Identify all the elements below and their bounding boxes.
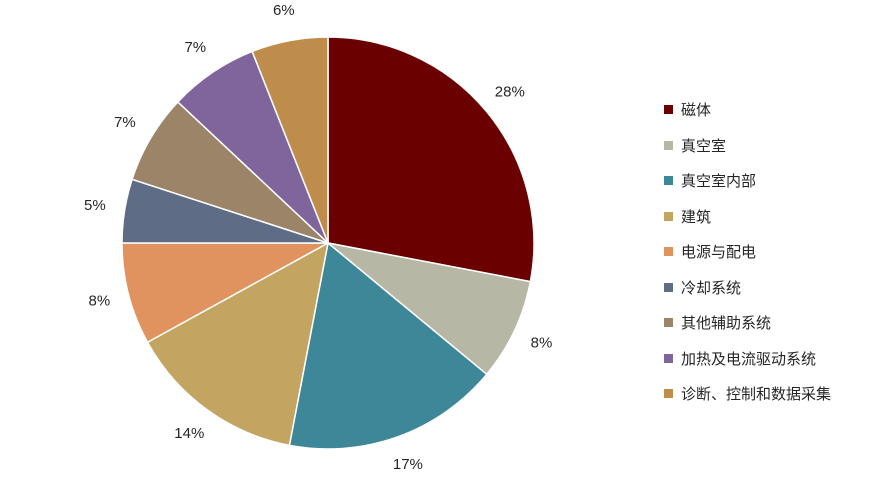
pie-slice-0 [327, 36, 535, 283]
legend-swatch [664, 247, 673, 257]
slice-value-label-4: 8% [89, 293, 111, 310]
legend-label: 加热及电流驱动系统 [681, 349, 817, 368]
pie-slice-3 [146, 241, 330, 447]
pie-slice-4 [121, 242, 329, 344]
legend-item-2: 真空室内部 [664, 163, 884, 199]
legend-item-7: 加热及电流驱动系统 [664, 341, 884, 377]
pie-slice-1 [327, 242, 532, 376]
legend-label: 电源与配电 [681, 243, 757, 262]
slice-value-label-2: 17% [393, 456, 423, 473]
legend-swatch [664, 282, 673, 292]
legend-label: 磁体 [681, 101, 712, 120]
legend-item-5: 冷却系统 [664, 270, 884, 306]
legend-swatch [664, 318, 673, 328]
legend-item-8: 诊断、控制和数据采集 [664, 376, 884, 412]
chart-legend: 磁体真空室真空室内部建筑电源与配电冷却系统其他辅助系统加热及电流驱动系统 诊断、控… [664, 92, 884, 412]
slice-value-label-1: 8% [531, 334, 553, 351]
slice-value-label-7: 7% [184, 39, 206, 56]
legend-item-0: 磁体 [664, 92, 884, 128]
legend-item-1: 真空室 [664, 128, 884, 164]
slice-value-label-5: 5% [84, 197, 106, 214]
legend-item-3: 建筑 [664, 199, 884, 235]
legend-swatch [664, 389, 673, 399]
legend-item-6: 其他辅助系统 [664, 305, 884, 341]
legend-label: 冷却系统 [681, 278, 742, 297]
legend-label: 其他辅助系统 [681, 314, 772, 333]
legend-swatch [664, 211, 673, 221]
legend-item-4: 电源与配电 [664, 234, 884, 270]
slice-value-label-0: 28% [495, 84, 525, 101]
legend-swatch [664, 353, 673, 363]
slice-value-label-8: 6% [273, 2, 295, 19]
legend-label: 真空室 [681, 136, 727, 155]
legend-swatch [664, 105, 673, 115]
legend-swatch [664, 140, 673, 150]
legend-swatch [664, 176, 673, 186]
pie-slice-8 [251, 36, 329, 244]
legend-label: 建筑 [681, 207, 712, 226]
slice-value-label-6: 7% [114, 114, 136, 131]
slice-value-label-3: 14% [174, 425, 204, 442]
pie-slice-2 [288, 241, 488, 450]
legend-label: 诊断、控制和数据采集 [681, 385, 832, 404]
legend-label: 真空室内部 [681, 172, 757, 191]
